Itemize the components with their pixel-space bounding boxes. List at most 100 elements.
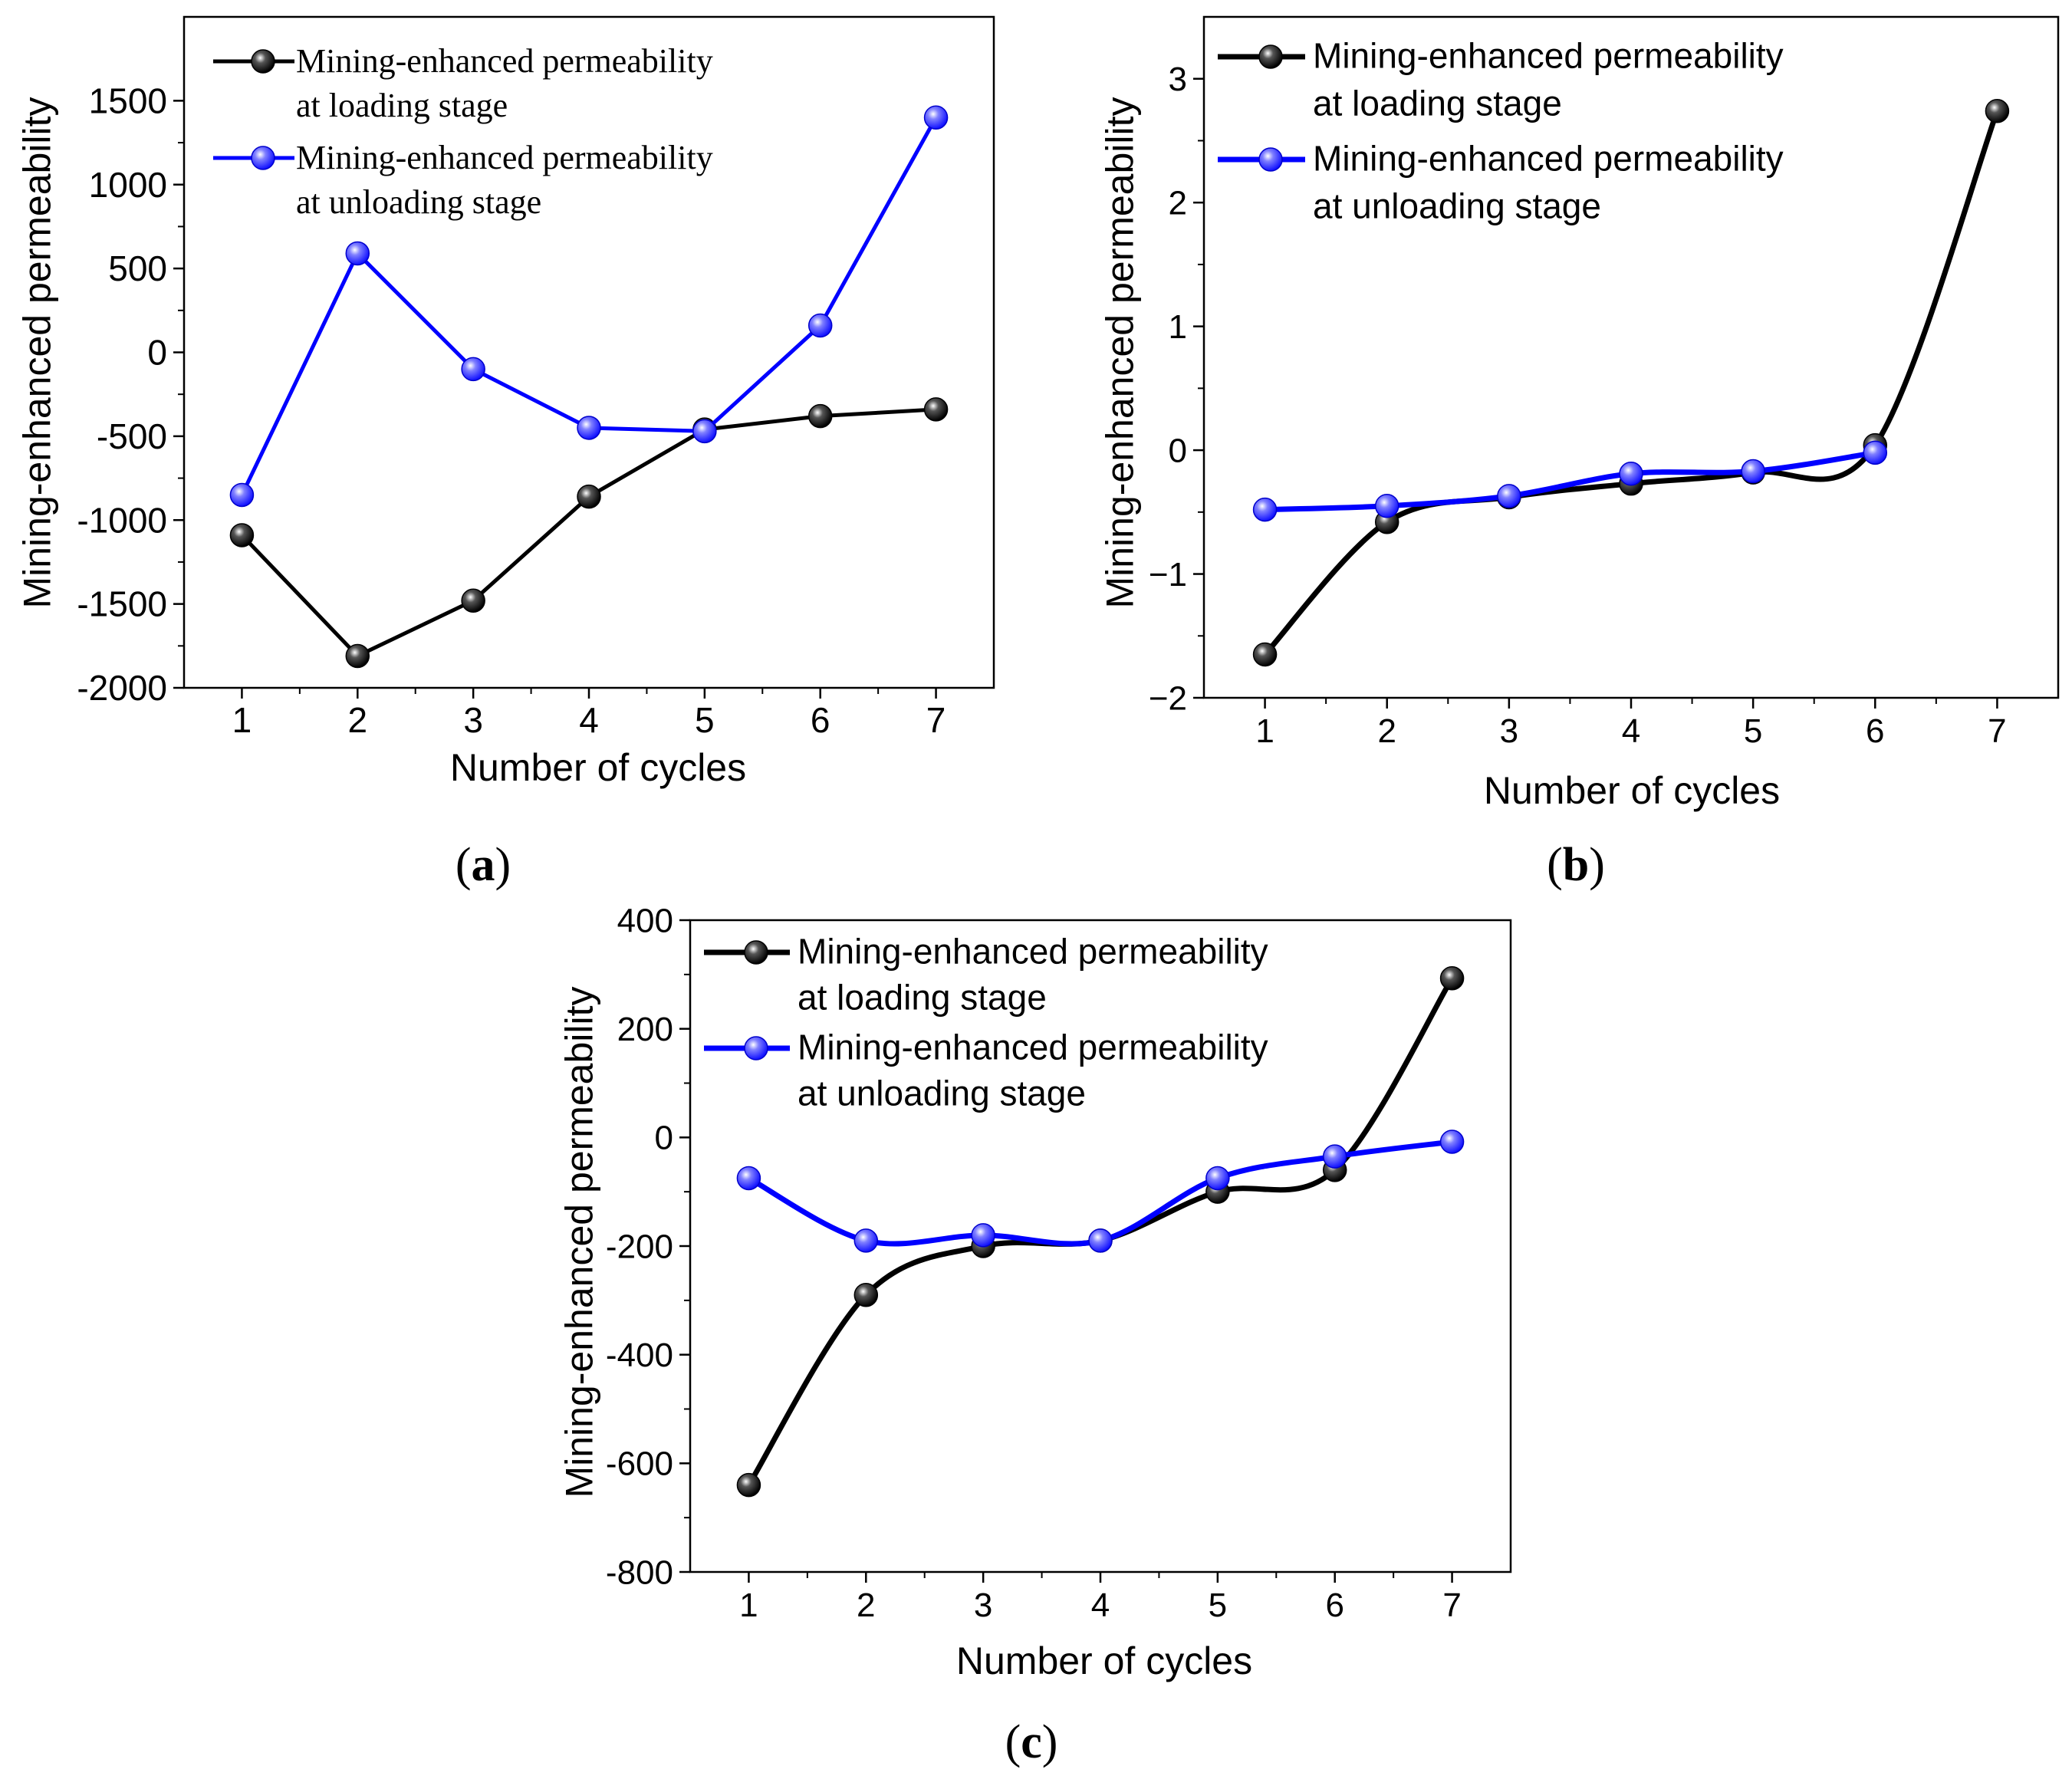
x-tick-label: 4	[579, 700, 599, 740]
y-tick-label: 400	[617, 902, 673, 939]
data-point-unloading	[1374, 493, 1399, 518]
y-tick-label: 0	[1169, 432, 1187, 469]
data-point-unloading	[971, 1223, 995, 1248]
x-tick-label: 3	[1500, 712, 1518, 750]
x-tick-label: 3	[463, 700, 483, 740]
data-point-unloading	[736, 1166, 761, 1191]
y-tick-label: -800	[606, 1554, 673, 1591]
y-tick-label: -1000	[77, 500, 167, 540]
legend-label-unloading-line2: at unloading stage	[1313, 186, 1601, 226]
data-point-unloading	[807, 313, 833, 338]
y-axis-title: Mining-enhanced permeability	[16, 97, 59, 608]
data-point-unloading	[1863, 440, 1888, 465]
legend-marker-loading	[1258, 44, 1283, 69]
chart-panel-a: 1500 1000 500 0 -500 -1000 -1500 -2000 1 2 3 4 5 6 7 Nu…	[16, 15, 995, 891]
data-point-unloading	[1205, 1166, 1230, 1191]
data-point-unloading	[692, 419, 717, 444]
data-point-loading	[345, 643, 370, 669]
data-point-unloading	[853, 1228, 879, 1253]
legend: Mining-enhanced permeability at loading s…	[213, 42, 713, 221]
y-tick-label: −1	[1149, 556, 1187, 594]
x-tick-label: 1	[232, 700, 252, 740]
x-tick-label: 2	[857, 1587, 875, 1624]
data-point-loading	[1439, 966, 1465, 991]
x-tick-label: 7	[926, 700, 946, 740]
legend-label-loading-line2: at loading stage	[798, 978, 1047, 1018]
data-point-loading	[853, 1283, 879, 1307]
data-point-unloading	[1741, 459, 1765, 484]
legend-label-unloading-line2: at unloading stage	[798, 1074, 1086, 1113]
x-tick-label: 7	[1988, 712, 2006, 750]
y-tick-label: 1	[1169, 308, 1187, 346]
y-tick-label: −2	[1149, 679, 1187, 717]
y-axis-title: Mining-enhanced permeability	[1099, 97, 1142, 608]
legend-label-loading: Mining-enhanced permeability	[1313, 36, 1784, 76]
legend-label-unloading: Mining-enhanced permeability	[1313, 139, 1784, 179]
y-tick-label: 0	[655, 1120, 673, 1157]
chart-panel-b: 3 2 1 0 −1 −2 1 2 3 4 5 6 7 Number of cycles Mining-en…	[1099, 15, 2060, 891]
panel-label-letter: c	[1021, 1716, 1042, 1768]
y-tick-label: 1500	[89, 81, 167, 120]
x-tick-label: 5	[1744, 712, 1762, 750]
y-tick-label: -200	[606, 1228, 673, 1265]
y-tick-label: 1000	[89, 165, 167, 205]
y-tick-label: 2	[1169, 185, 1187, 222]
x-axis-title: Number of cycles	[450, 746, 746, 789]
data-point-unloading	[461, 357, 485, 382]
x-tick-label: 2	[347, 700, 367, 740]
x-axis-title: Number of cycles	[956, 1639, 1252, 1682]
data-point-loading	[461, 588, 485, 613]
panel-label-letter: a	[472, 839, 495, 891]
data-point-unloading	[1252, 497, 1278, 522]
series-line-unloading	[1265, 449, 1876, 513]
legend-marker-loading	[251, 49, 275, 74]
x-axis-title: Number of cycles	[1484, 769, 1780, 812]
legend-marker-unloading	[1258, 147, 1283, 172]
series-line-loading	[240, 407, 936, 658]
legend-label-unloading: Mining-enhanced permeability	[798, 1028, 1268, 1067]
y-tick-label: 0	[147, 333, 167, 373]
data-point-loading	[807, 403, 833, 429]
x-tick-label: 3	[974, 1587, 992, 1624]
legend-marker-unloading	[251, 146, 275, 170]
legend-label-loading-line2: at loading stage	[296, 87, 508, 124]
legend: Mining-enhanced permeability at loading s…	[704, 932, 1268, 1113]
data-point-unloading	[1088, 1228, 1113, 1253]
y-tick-label: -1500	[77, 584, 167, 624]
legend-label-unloading: Mining-enhanced permeability	[296, 139, 713, 176]
legend: Mining-enhanced permeability at loading s…	[1218, 36, 1784, 226]
x-tick-label: 6	[1866, 712, 1884, 750]
panel-label: (b)	[1547, 839, 1605, 891]
data-point-loading	[736, 1472, 761, 1498]
legend-label-loading: Mining-enhanced permeability	[296, 42, 713, 80]
panel-label: (a)	[456, 839, 511, 891]
x-tick-label: 2	[1377, 712, 1396, 750]
chart-panel-c: 400 200 0 -200 -400 -600 -800 1 2 3 4 5 6 7 Number of …	[558, 902, 1512, 1768]
data-point-unloading	[229, 482, 255, 508]
data-point-loading	[923, 397, 949, 422]
y-tick-label: 3	[1169, 61, 1187, 98]
legend-label-loading: Mining-enhanced permeability	[798, 932, 1268, 972]
x-tick-label: 5	[1209, 1587, 1227, 1624]
data-point-unloading	[1439, 1130, 1465, 1154]
panel-label-letter: b	[1563, 839, 1589, 891]
data-point-loading	[1252, 642, 1278, 667]
panel-label: (c)	[1005, 1716, 1058, 1768]
data-point-loading	[229, 523, 255, 548]
legend-marker-unloading	[744, 1036, 768, 1060]
data-point-unloading	[1322, 1144, 1347, 1169]
y-tick-label: 200	[617, 1011, 673, 1048]
x-tick-label: 1	[1255, 712, 1274, 750]
x-tick-label: 6	[1325, 1587, 1344, 1624]
legend-marker-loading	[744, 940, 768, 965]
data-point-loading	[1985, 98, 2010, 123]
y-tick-label: -500	[97, 416, 167, 456]
data-point-loading	[577, 484, 601, 509]
x-tick-label: 7	[1442, 1587, 1461, 1624]
y-tick-label: -2000	[77, 668, 167, 708]
data-point-unloading	[923, 105, 949, 130]
y-axis-title: Mining-enhanced permeability	[558, 986, 601, 1498]
x-tick-label: 1	[739, 1587, 758, 1624]
legend-label-unloading-line2: at unloading stage	[296, 183, 541, 221]
